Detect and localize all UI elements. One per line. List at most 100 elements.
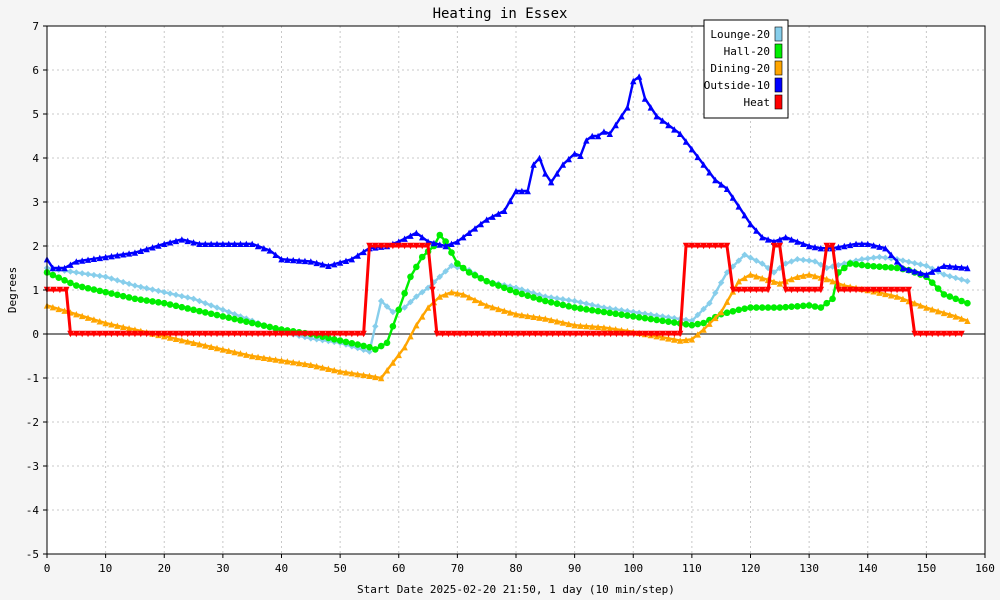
data-point xyxy=(366,242,373,250)
legend-label: Outside-10 xyxy=(704,79,770,92)
data-point xyxy=(753,257,760,264)
data-point xyxy=(348,256,356,263)
x-tick-label: 60 xyxy=(392,562,405,575)
data-point xyxy=(120,323,127,331)
data-point xyxy=(172,335,180,343)
data-point xyxy=(477,220,485,228)
data-point xyxy=(717,279,725,286)
legend-label: Dining-20 xyxy=(710,62,770,75)
data-point xyxy=(166,290,174,297)
data-point xyxy=(940,291,948,298)
data-point xyxy=(508,330,516,338)
data-point xyxy=(741,305,748,313)
data-point xyxy=(336,259,344,266)
data-point xyxy=(348,339,356,347)
data-point xyxy=(800,286,807,294)
data-point xyxy=(682,316,690,324)
data-point xyxy=(471,225,479,232)
data-point xyxy=(436,231,444,239)
data-point xyxy=(448,249,455,256)
data-point xyxy=(561,330,568,338)
data-point xyxy=(254,330,262,338)
data-point xyxy=(846,260,854,267)
y-axis-label: Degrees xyxy=(6,267,19,313)
data-point xyxy=(442,242,449,250)
data-point xyxy=(307,258,315,265)
data-point xyxy=(952,330,959,338)
data-point xyxy=(524,292,532,300)
data-point xyxy=(607,330,614,338)
data-point xyxy=(676,330,684,338)
data-point xyxy=(366,343,373,351)
x-tick-label: 70 xyxy=(451,562,464,575)
data-point xyxy=(84,284,92,292)
data-point xyxy=(858,261,866,269)
data-point xyxy=(571,304,578,311)
data-point xyxy=(196,297,203,305)
data-point xyxy=(923,330,930,338)
data-point xyxy=(366,372,373,379)
data-point xyxy=(266,247,273,254)
data-point xyxy=(78,330,86,338)
data-point xyxy=(940,262,948,269)
data-point xyxy=(290,256,297,264)
data-point xyxy=(78,257,86,264)
data-point xyxy=(888,251,895,258)
data-point xyxy=(659,330,666,338)
data-point xyxy=(572,330,580,338)
data-point xyxy=(448,240,455,247)
data-point xyxy=(491,330,498,338)
data-point xyxy=(149,330,156,338)
data-point xyxy=(641,95,649,102)
data-point xyxy=(735,278,742,285)
data-point xyxy=(383,339,391,347)
data-point xyxy=(307,330,315,338)
series-group xyxy=(43,73,971,382)
data-point xyxy=(536,154,543,162)
data-point xyxy=(424,242,432,250)
data-point xyxy=(917,302,924,309)
data-point xyxy=(495,282,502,289)
data-point xyxy=(735,257,742,264)
data-point xyxy=(207,343,215,350)
data-point xyxy=(776,280,784,287)
data-point xyxy=(805,257,813,264)
data-point xyxy=(888,292,895,299)
data-point xyxy=(295,330,303,338)
data-point xyxy=(630,77,637,85)
data-point xyxy=(753,273,760,280)
data-point xyxy=(665,318,672,325)
data-point xyxy=(618,113,625,120)
data-point xyxy=(202,240,209,247)
data-point xyxy=(770,269,778,276)
data-point xyxy=(583,137,590,144)
data-point xyxy=(671,330,678,338)
data-point xyxy=(114,252,121,259)
data-point xyxy=(243,240,250,247)
data-point xyxy=(700,319,707,327)
data-point xyxy=(911,268,918,275)
data-point xyxy=(905,266,912,273)
legend-label: Lounge-20 xyxy=(710,28,770,41)
data-point xyxy=(565,155,572,163)
data-point xyxy=(688,242,696,250)
data-point xyxy=(899,264,907,272)
data-point xyxy=(348,330,356,338)
data-point xyxy=(600,308,608,316)
data-point xyxy=(671,336,678,343)
data-point xyxy=(248,319,256,327)
data-point xyxy=(102,253,109,261)
data-point xyxy=(90,330,98,338)
data-point xyxy=(940,271,948,278)
data-point xyxy=(407,333,414,340)
data-point xyxy=(706,320,713,327)
legend-swatch xyxy=(774,60,783,76)
data-point xyxy=(436,241,443,248)
data-point xyxy=(723,309,731,317)
data-point xyxy=(96,330,103,338)
data-point xyxy=(424,284,432,291)
data-point xyxy=(172,302,180,310)
data-point xyxy=(694,153,701,161)
data-point xyxy=(166,334,174,341)
data-point xyxy=(225,240,232,247)
